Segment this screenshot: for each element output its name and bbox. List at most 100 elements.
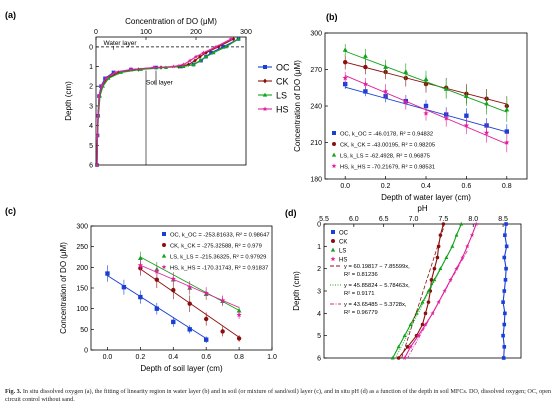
data-point: [162, 232, 166, 236]
data-point: [170, 276, 176, 282]
series-ls: [95, 36, 241, 167]
data-point: [99, 83, 104, 89]
series-line: [96, 38, 232, 166]
y-tick-label: 6: [317, 356, 321, 363]
fit-equation: y = 60.19817 − 7.85599x,: [344, 264, 410, 270]
series-ck: [138, 260, 242, 342]
y-tick-label: 300: [76, 224, 88, 231]
data-point: [330, 247, 336, 252]
legend-label: OC: [339, 231, 349, 237]
x-tick-label: 1.0: [267, 354, 277, 361]
legend-item-ls: LS, k_LS = -215.36325, R² = 0.97929: [161, 253, 266, 261]
data-point: [464, 113, 469, 118]
legend-label: HS, k_HS = -70.21679, R² = 0.98531: [340, 165, 435, 171]
data-point: [154, 277, 160, 282]
data-point: [187, 301, 192, 306]
fit-line: [401, 228, 444, 359]
legend-label: OC, k_OC = -253.81633, R² = 0.98647: [170, 233, 270, 239]
data-point: [106, 76, 111, 80]
y-tick-label: 150: [76, 286, 88, 293]
fit-legend-item: y = 43.65485 − 5.3728x, R² = 0.96779: [330, 302, 407, 316]
chart-panel-b: (b) 0.0 0.2 0.4 0.6 0.8 180 210 240 270 300 Depth o…: [293, 12, 528, 202]
data-point: [503, 278, 508, 282]
legend-item-oc: OC, k_OC = -253.81633, R² = 0.98647: [162, 232, 270, 239]
fit-line: [407, 250, 468, 359]
series-hs: [94, 36, 234, 167]
data-point: [95, 133, 100, 138]
x-tick-label: 0.8: [502, 183, 512, 190]
data-point: [105, 271, 110, 276]
fit-r2: R² = 0.9171: [344, 291, 374, 297]
data-point: [330, 256, 336, 262]
data-point: [448, 277, 453, 282]
data-point: [435, 255, 440, 260]
fit-legend-item: y = 45.85824 − 5.78463x, R² = 0.9171: [330, 283, 410, 297]
y-tick-label: 4: [89, 123, 93, 130]
legend-label: LS, k_LS = -215.36325, R² = 0.97929: [170, 255, 266, 261]
legend-item-ls: LS: [258, 91, 287, 101]
data-point: [220, 329, 225, 334]
data-point: [187, 58, 193, 63]
data-point: [154, 268, 160, 274]
legend-label: CK, k_CK = -43.00195, R² = 0.98205: [340, 143, 435, 149]
data-point: [416, 333, 421, 338]
data-point: [331, 230, 335, 234]
y-tick-label: 5: [317, 333, 321, 340]
x-axis-label: pH: [417, 204, 427, 213]
legend-item-ck: CK, k_CK = -43.00195, R² = 0.98205: [332, 142, 435, 149]
x-tick-label: 8.5: [498, 216, 508, 223]
data-point: [236, 36, 241, 41]
data-point: [465, 243, 470, 249]
y-tick-label: 300: [310, 31, 322, 38]
data-point: [119, 70, 123, 74]
legend-label: HS: [276, 105, 289, 115]
data-point: [504, 266, 508, 271]
y-tick-label: 5: [89, 143, 93, 150]
data-point: [198, 58, 202, 63]
data-point: [363, 89, 368, 94]
data-point: [231, 36, 236, 42]
data-point: [262, 92, 268, 97]
data-point: [171, 64, 176, 69]
data-point: [363, 64, 368, 70]
x-tick-label: 0.8: [234, 354, 244, 361]
legend-item-ck: CK, k_CK = -275.32588, R² = 0.979: [162, 243, 262, 250]
series-line: [398, 223, 444, 359]
x-axis-label: Concentration of DO (μM): [125, 17, 217, 26]
legend-item-oc: OC, k_OC = -46.0178, R² = 0.94832: [332, 131, 433, 138]
data-point: [236, 336, 242, 341]
data-point: [342, 47, 348, 52]
data-point: [383, 64, 389, 69]
y-tick-label: 100: [76, 306, 88, 313]
panel-label: (b): [326, 12, 338, 22]
legend-item-oc: OC: [258, 63, 290, 73]
figure-caption: Fig. 3. In situ dissolved oxygen (a), th…: [5, 388, 553, 404]
x-axis-label: Depth of water layer (cm): [381, 193, 471, 202]
data-point: [402, 355, 407, 360]
y-tick-label: 250: [76, 244, 88, 251]
data-point: [443, 115, 449, 121]
data-point: [423, 311, 428, 316]
y-tick-label: 0: [84, 348, 88, 355]
annotation: Soil layer: [146, 79, 174, 86]
data-point: [396, 344, 401, 349]
series-ls: [342, 43, 510, 122]
data-point: [426, 300, 431, 304]
data-point: [343, 60, 348, 65]
y-axis-label: Depth (cm): [64, 81, 73, 121]
x-tick-label: 0.0: [340, 183, 350, 190]
data-point: [484, 100, 490, 106]
y-axis-label: Depth (cm): [292, 271, 301, 311]
data-point: [474, 221, 479, 226]
legend-item-ck: CK: [331, 239, 347, 246]
legend-item-ls: LS, k_LS = -62.4928, R² = 0.96875: [331, 152, 430, 160]
fit-r2: R² = 0.96779: [344, 310, 378, 316]
x-tick-label: 8.0: [468, 216, 478, 223]
fit-equation: y = 45.85824 − 5.78463x,: [344, 283, 410, 289]
data-point: [502, 255, 507, 260]
series-line: [96, 38, 239, 166]
data-point: [423, 76, 429, 81]
data-point: [121, 284, 127, 290]
data-point: [191, 62, 196, 67]
data-point: [112, 70, 118, 75]
